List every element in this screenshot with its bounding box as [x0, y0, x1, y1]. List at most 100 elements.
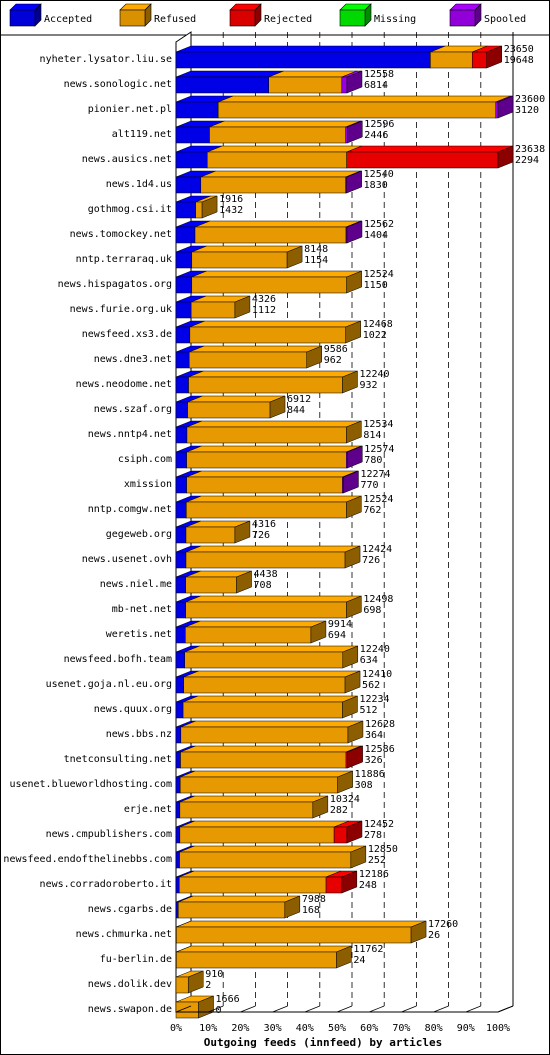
bar-segment-accepted	[175, 426, 188, 444]
bar-end-face	[346, 220, 363, 244]
row-label: news.tomockey.net	[70, 229, 172, 240]
bar-segment-refused	[189, 326, 346, 344]
bar-segment-refused	[179, 801, 314, 819]
bar-news-quux-org	[175, 695, 358, 719]
row-label: newsfeed.endofthelinebbs.com	[3, 854, 172, 865]
bar-segment-top-refused	[200, 170, 361, 178]
bar-segment-top-refused	[180, 745, 362, 753]
bar-segment-accepted	[175, 76, 269, 94]
total-articles-label: 12424	[362, 544, 392, 555]
bar-end-face	[347, 745, 363, 769]
bar-alt119-net	[175, 120, 363, 144]
accepted-articles-label: 2294	[515, 155, 539, 166]
bar-segment-refused	[188, 351, 307, 369]
tick-mark-9	[465, 1005, 481, 1013]
tick-mark-8	[433, 1005, 449, 1013]
bar-segment-top-refused	[176, 945, 352, 953]
bar-end-face	[341, 870, 358, 894]
row-label: newsfeed.bofh.team	[64, 654, 172, 665]
accepted-articles-label: 2	[205, 980, 211, 991]
total-articles-label: 12524	[363, 494, 393, 505]
bar-end-face	[346, 495, 362, 519]
accepted-articles-label: 248	[359, 880, 377, 891]
bar-end-face	[342, 695, 358, 719]
bar-end-face	[344, 545, 361, 569]
bar-segment-refused	[268, 76, 343, 94]
tick-mark-0	[175, 1005, 192, 1013]
row-label: news.1d4.us	[106, 179, 172, 190]
x-tick-label: 60%	[360, 1023, 378, 1034]
x-tick-label: 100%	[486, 1023, 510, 1034]
bar-segment-accepted	[175, 226, 196, 244]
bar-segment-refused	[183, 676, 346, 694]
legend-label-rejected: Rejected	[264, 14, 312, 25]
row-labels: nyheter.lysator.liu.se news.sonologic.net…	[3, 54, 172, 1015]
x-axis: 0% 10% 20% 30% 40% 50% 60% 70% 80% 90% 100%	[170, 1005, 514, 1034]
total-articles-label: 12596	[364, 119, 394, 130]
bar-segment-accepted	[175, 301, 192, 319]
row-label: news.corradoroberto.it	[40, 879, 172, 890]
accepted-articles-label: 762	[363, 505, 381, 516]
bar-segment-top-refused	[186, 470, 358, 478]
row-label: news.nntp4.net	[88, 429, 172, 440]
bar-segment-top-refused	[207, 145, 362, 153]
bar-end-face	[306, 345, 322, 369]
bar-end-face	[347, 720, 364, 744]
bar-segment-top-refused	[178, 895, 300, 903]
total-articles-label: 23638	[515, 144, 545, 155]
total-articles-label: 1666	[216, 994, 240, 1005]
total-articles-label: 1916	[219, 194, 243, 205]
total-articles-label: 12274	[360, 469, 390, 480]
total-articles-label: 11886	[355, 769, 385, 780]
accepted-articles-label: 26	[428, 930, 440, 941]
accepted-articles-label: 814	[363, 430, 381, 441]
accepted-articles-label: 726	[362, 555, 380, 566]
legend: Accepted Refused Rejected Missing Spooled	[9, 3, 526, 27]
bar-segment-refused	[179, 776, 338, 794]
total-articles-label: 12234	[359, 694, 389, 705]
bar-end-face	[342, 370, 358, 394]
accepted-articles-label: 962	[324, 355, 342, 366]
bar-segment-top-refused	[180, 720, 364, 728]
x-tick-label: 0%	[170, 1023, 182, 1034]
accepted-articles-label: 6814	[364, 80, 388, 91]
row-label: news.dne3.net	[94, 354, 172, 365]
bar-segment-refused	[206, 151, 347, 169]
legend-label-accepted: Accepted	[44, 14, 92, 25]
bar-end-face	[286, 245, 303, 269]
bar-segment-top-refused	[179, 845, 366, 853]
row-label: weretis.net	[106, 629, 172, 640]
bar-segment-accepted	[175, 401, 188, 419]
accepted-articles-label: 0	[216, 1005, 222, 1016]
bar-segment-top-refused	[187, 395, 286, 403]
row-label: news.sonologic.net	[64, 79, 172, 90]
bar-nntp-terraraq-uk	[175, 245, 303, 269]
bar-segment-top-refused	[185, 620, 327, 628]
total-articles-label: 910	[205, 969, 223, 980]
row-label: mb-net.net	[112, 604, 172, 615]
bar-segment-accepted	[175, 501, 187, 519]
row-label: usenet.blueworldhosting.com	[9, 779, 172, 790]
row-label: news.cmpublishers.com	[46, 829, 172, 840]
bar-news-tomockey-net	[175, 220, 363, 244]
accepted-articles-label: 1432	[219, 205, 243, 216]
accepted-articles-label: 326	[365, 755, 383, 766]
bar-segment-refused	[187, 401, 271, 419]
bar-segment-accepted	[175, 201, 196, 219]
x-tick-label: 10%	[199, 1023, 217, 1034]
bar-end-face	[234, 520, 251, 544]
legend-label-missing: Missing	[374, 14, 416, 25]
row-label: news.szaf.org	[94, 404, 172, 415]
bar-segment-refused	[188, 376, 343, 394]
bar-end-face	[201, 195, 218, 219]
accepted-articles-label: 24	[353, 955, 365, 966]
bar-segment-rejected	[346, 151, 499, 169]
bar-end-face	[343, 470, 359, 494]
bar-end-face	[346, 420, 362, 444]
accepted-articles-label: 1154	[304, 255, 328, 266]
total-articles-label: 12498	[363, 594, 393, 605]
bar-segment-refused	[194, 226, 347, 244]
total-articles-label: 12468	[363, 319, 393, 330]
bar-erje-net	[175, 795, 329, 819]
row-label: nntp.terraraq.uk	[76, 254, 172, 265]
